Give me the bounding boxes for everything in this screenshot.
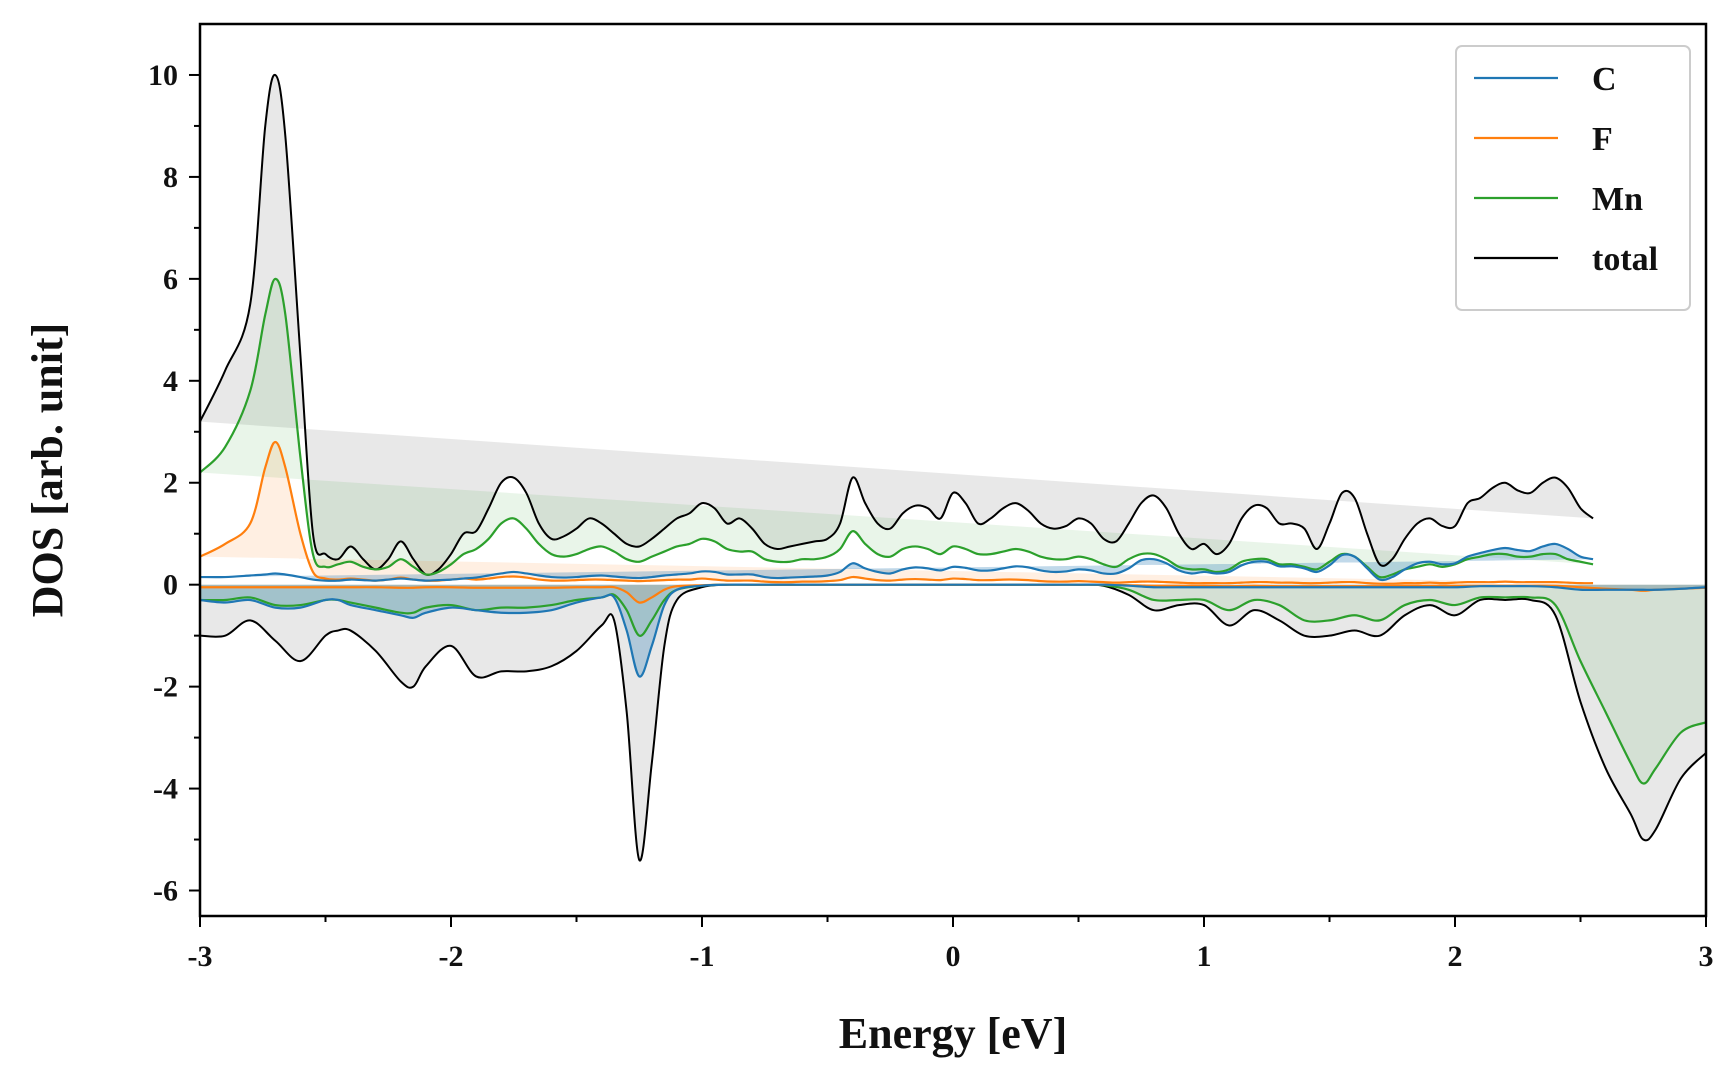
x-tick-label: 2 — [1448, 940, 1463, 973]
fill-c-spin-up — [200, 543, 1594, 581]
x-tick-label: 0 — [946, 940, 961, 973]
fill-f-spin-up — [200, 441, 1594, 584]
legend-label-total: total — [1592, 241, 1658, 278]
line-c-spin-down — [200, 583, 1706, 678]
fill-total-spin-up — [200, 74, 1594, 575]
x-axis-ticks: -3 -2 -1 0 1 2 3 — [188, 916, 1714, 973]
x-tick-label: -1 — [690, 940, 715, 973]
y-tick-label: -6 — [153, 875, 178, 908]
y-tick-label: 6 — [163, 263, 178, 296]
y-tick-label: 2 — [163, 467, 178, 500]
x-axis-title: Energy [eV] — [839, 1009, 1068, 1058]
y-axis-ticks: -6 -4 -2 0 2 4 6 8 10 — [148, 59, 200, 908]
y-axis-title: DOS [arb. unit] — [23, 323, 72, 618]
y-tick-label: 10 — [148, 59, 178, 92]
y-tick-label: 4 — [163, 365, 178, 398]
y-tick-label: 8 — [163, 161, 178, 194]
y-tick-label: -2 — [153, 671, 178, 704]
y-tick-label: 0 — [163, 569, 178, 602]
fill-total-spin-down — [200, 584, 1706, 861]
fill-c-spin-down — [200, 584, 1706, 677]
y-tick-label: -4 — [153, 773, 178, 806]
x-tick-label: -3 — [188, 940, 213, 973]
x-tick-label: 3 — [1699, 940, 1714, 973]
fill-mn-spin-up — [200, 278, 1594, 578]
legend-label-mn: Mn — [1592, 181, 1643, 218]
legend-box — [1455, 45, 1691, 311]
legend-label-f: F — [1592, 121, 1613, 158]
legend-label-c: C — [1592, 61, 1617, 98]
series-lines — [200, 73, 1706, 862]
line-c-spin-up — [200, 542, 1594, 582]
x-tick-label: -2 — [439, 940, 464, 973]
legend: CF Mn total — [1455, 45, 1691, 311]
x-tick-label: 1 — [1197, 940, 1212, 973]
